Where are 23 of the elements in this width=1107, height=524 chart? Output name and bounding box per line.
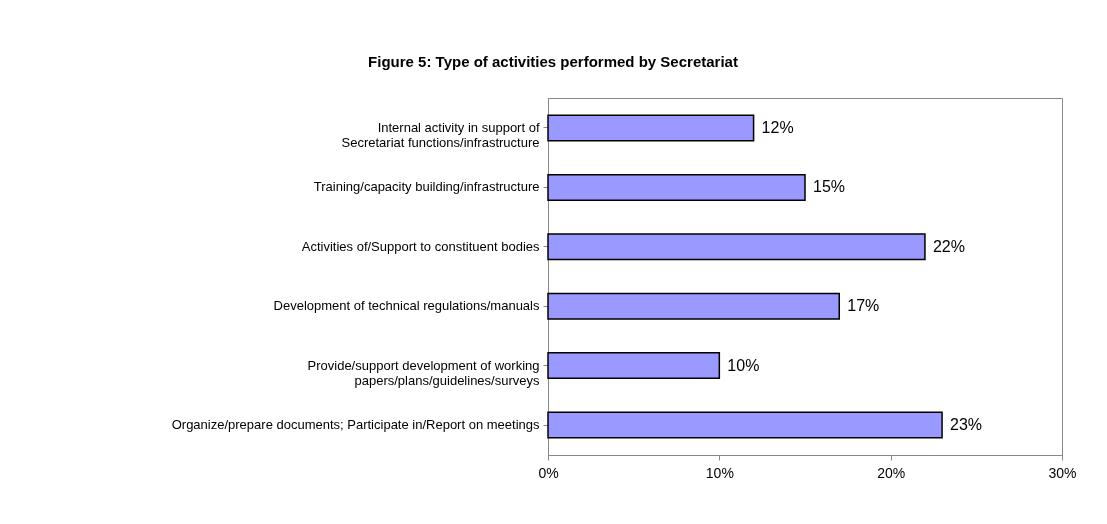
data-label: 10% — [727, 356, 760, 374]
y-tick-label: Activities of/Support to constituent bodies — [301, 238, 540, 254]
data-label: 17% — [847, 297, 880, 315]
y-tick-label: Internal activity in support of Secretariat functions/infrastructure — [341, 120, 540, 150]
bar — [547, 173, 806, 201]
y-tick-label: Training/capacity building/infrastructure — [313, 179, 540, 195]
data-label: 15% — [813, 178, 846, 196]
data-label: 22% — [932, 237, 965, 255]
y-tick-label: Provide/support development of working papers/plans/guidelines/surveys — [307, 357, 540, 388]
bar — [547, 114, 755, 142]
chart-title: Figure 5: Type of activities performed by Secretariat — [368, 53, 738, 70]
bar — [547, 233, 926, 261]
x-tick-label: 30% — [1048, 464, 1077, 481]
bar — [547, 292, 841, 320]
x-tick-label: 0% — [538, 464, 559, 481]
y-tick-label: Development of technical regulations/manuals — [273, 298, 540, 314]
x-tick-label: 10% — [705, 464, 734, 481]
data-label: 23% — [950, 416, 983, 433]
x-tick-label: 20% — [877, 464, 906, 481]
bar — [547, 352, 721, 380]
bar — [547, 411, 943, 439]
data-label: 12% — [761, 119, 794, 136]
y-tick-label: Organize/prepare documents; Participate in/Report on meetings — [171, 417, 540, 432]
